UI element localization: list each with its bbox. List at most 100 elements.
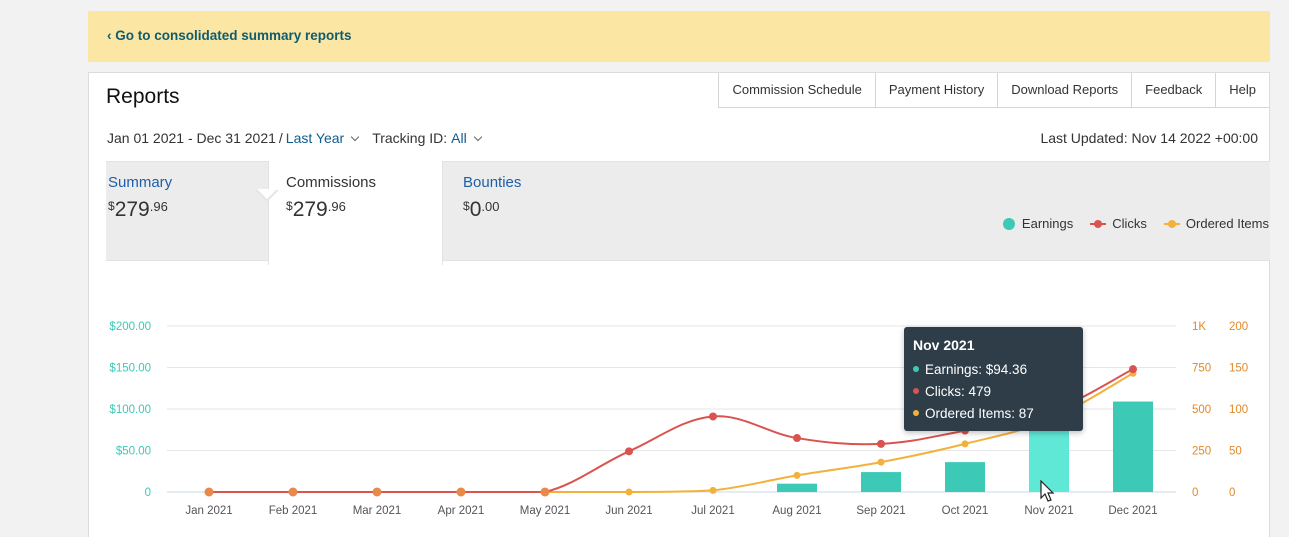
download-reports-button[interactable]: Download Reports — [998, 73, 1133, 108]
commissions-amount: $279.96 — [286, 198, 442, 222]
tracking-id-dropdown[interactable]: All — [451, 130, 467, 146]
earnings-bar — [1113, 401, 1153, 492]
amount-cents: .00 — [481, 199, 500, 214]
mouse-pointer-icon — [1040, 480, 1055, 502]
clicks-dot-icon — [913, 388, 919, 395]
clicks-point — [793, 434, 801, 443]
x-tick-label: May 2021 — [520, 505, 571, 517]
legend-earnings[interactable]: Earnings — [1002, 216, 1074, 231]
y-right-inner-tick-label: 100 — [1229, 404, 1248, 416]
y-right-outer-tick-label: 250 — [1192, 446, 1211, 458]
tooltip-title: Nov 2021 — [913, 337, 975, 353]
tab-summary[interactable]: Summary $279.96 — [108, 162, 172, 262]
clicks-point — [625, 447, 633, 456]
amount-whole: 279 — [114, 198, 150, 221]
tab-commissions-label: Commissions — [286, 174, 377, 191]
clicks-point — [877, 439, 885, 448]
currency-symbol: $ — [108, 199, 115, 213]
legend-ordered-label: Ordered Items — [1185, 216, 1269, 231]
tooltip-earnings: Earnings: $94.36 — [913, 359, 1074, 381]
zero-point — [540, 487, 550, 497]
legend-clicks-label: Clicks — [1112, 216, 1147, 231]
reports-nav: Commission Schedule Payment History Down… — [718, 73, 1269, 108]
date-separator: / — [278, 130, 283, 146]
bounties-amount: $0.00 — [463, 198, 521, 222]
chart-legend: Earnings Clicks Ordered Items — [986, 216, 1269, 231]
earnings-bar — [861, 472, 901, 492]
tracking-id-label: Tracking ID: — [372, 130, 448, 146]
y-right-inner-tick-label: 150 — [1229, 363, 1248, 375]
x-tick-label: Apr 2021 — [438, 505, 485, 517]
currency-symbol: $ — [286, 199, 293, 213]
ordered-items-point — [793, 471, 801, 479]
ordered-items-point — [709, 486, 717, 494]
zero-point — [288, 487, 298, 497]
x-tick-label: Sep 2021 — [856, 505, 905, 517]
date-range: Jan 01 2021 - Dec 31 2021 — [107, 130, 276, 146]
legend-earnings-label: Earnings — [1021, 216, 1074, 231]
x-tick-label: Feb 2021 — [269, 505, 318, 517]
tab-bounties-label: Bounties — [463, 174, 522, 191]
feedback-button[interactable]: Feedback — [1132, 73, 1217, 108]
tooltip-earnings-text: Earnings: $94.36 — [925, 362, 1028, 377]
y-right-inner-tick-label: 200 — [1229, 321, 1248, 333]
x-tick-label: Mar 2021 — [353, 505, 402, 517]
earnings-bar — [777, 483, 817, 492]
y-left-tick-label: 0 — [145, 487, 151, 499]
y-right-inner-tick-label: 0 — [1229, 487, 1235, 499]
y-right-inner-tick-label: 50 — [1229, 446, 1242, 458]
amount-whole: 0 — [469, 198, 482, 221]
filters-bar: Jan 01 2021 - Dec 31 2021 / Last Year Tr… — [107, 130, 489, 146]
x-tick-label: Jul 2021 — [691, 505, 734, 517]
ordered-line-icon — [1163, 218, 1180, 230]
y-left-tick-label: $100.00 — [109, 404, 151, 416]
y-left-tick-label: $200.00 — [109, 321, 151, 333]
clicks-point — [1129, 365, 1137, 374]
period-dropdown[interactable]: Last Year — [285, 130, 345, 146]
chart-tooltip: Nov 2021 Earnings: $94.36 Clicks: 479 Or… — [904, 327, 1083, 431]
tooltip-clicks-text: Clicks: 479 — [925, 384, 992, 399]
y-left-tick-label: $150.00 — [109, 363, 151, 375]
amount-whole: 279 — [292, 198, 328, 221]
zero-point — [372, 487, 382, 497]
legend-clicks[interactable]: Clicks — [1090, 216, 1147, 231]
ordered-items-point — [877, 458, 885, 466]
y-right-outer-tick-label: 0 — [1192, 487, 1198, 499]
consolidated-summary-link[interactable]: ‹ Go to consolidated summary reports — [107, 28, 352, 43]
earnings-dot-icon — [1002, 217, 1015, 230]
tooltip-ordered: Ordered Items: 87 — [913, 403, 1074, 425]
y-right-outer-tick-label: 1K — [1192, 321, 1206, 333]
amount-cents: .96 — [149, 199, 168, 214]
amount-cents: .96 — [327, 199, 346, 214]
y-right-outer-tick-label: 500 — [1192, 404, 1211, 416]
active-tab-pointer — [255, 189, 279, 202]
earnings-bar — [945, 462, 985, 492]
clicks-point — [709, 412, 717, 421]
tab-commissions[interactable]: Commissions $279.96 — [268, 161, 443, 265]
tab-summary-label: Summary — [108, 174, 173, 191]
x-tick-label: Jan 2021 — [185, 505, 232, 517]
last-updated: Last Updated: Nov 14 2022 +00:00 — [1040, 130, 1258, 146]
ordered-items-point — [961, 440, 969, 448]
help-button[interactable]: Help — [1216, 73, 1269, 108]
tooltip-ordered-text: Ordered Items: 87 — [925, 406, 1034, 421]
ordered-items-point — [625, 488, 633, 496]
x-tick-label: Oct 2021 — [942, 505, 989, 517]
clicks-line-icon — [1090, 218, 1107, 230]
tab-bounties[interactable]: Bounties $0.00 — [463, 162, 521, 262]
x-tick-label: Nov 2021 — [1024, 505, 1073, 517]
y-left-tick-label: $50.00 — [116, 446, 151, 458]
currency-symbol: $ — [463, 199, 470, 213]
x-tick-label: Aug 2021 — [772, 505, 821, 517]
earnings-dot-icon — [913, 366, 919, 373]
tooltip-clicks: Clicks: 479 — [913, 381, 1074, 403]
reports-card: Reports Commission Schedule Payment Hist… — [88, 72, 1270, 537]
commission-schedule-button[interactable]: Commission Schedule — [719, 73, 876, 108]
payment-history-button[interactable]: Payment History — [875, 73, 999, 108]
ordered-dot-icon — [913, 410, 919, 417]
y-right-outer-tick-label: 750 — [1192, 363, 1211, 375]
zero-point — [204, 487, 214, 497]
x-tick-label: Dec 2021 — [1108, 505, 1157, 517]
legend-ordered-items[interactable]: Ordered Items — [1163, 216, 1269, 231]
